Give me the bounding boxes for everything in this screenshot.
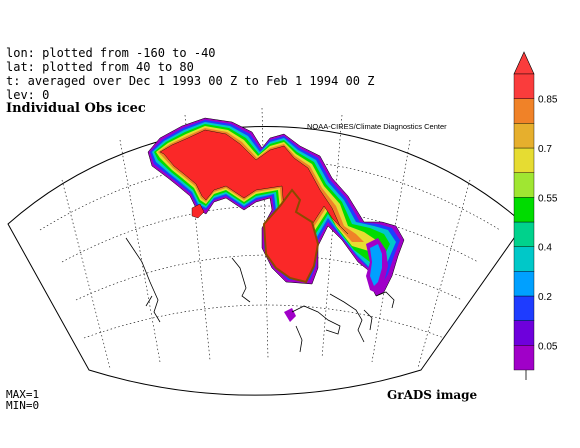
- colorbar-segment: [513, 345, 535, 371]
- colorbar-segment: [513, 73, 535, 99]
- credit-text: NOAA-CIRES/Climate Diagnostics Center: [307, 122, 447, 131]
- header-lev: lev: 0: [6, 88, 50, 102]
- header-time: t: averaged over Dec 1 1993 00 Z to Feb …: [6, 74, 375, 88]
- plot-title: Individual Obs icec: [6, 101, 146, 116]
- colorbar-segment: [513, 172, 535, 198]
- ice-contours: [147, 117, 405, 322]
- min-label: MIN=0: [6, 399, 40, 412]
- colorbar-label: 0.7: [538, 144, 552, 155]
- colorbar-segments: [513, 73, 535, 371]
- map-frame: [7, 126, 525, 396]
- colorbar-segment: [513, 98, 535, 124]
- ice-basin: [262, 188, 320, 284]
- colorbar-segment: [513, 221, 535, 247]
- colorbar-segment: [513, 197, 535, 223]
- colorbar: 0.05 0.2 0.4 0.55 0.7 0.85: [513, 51, 558, 380]
- ice-patch-east-inner: [370, 244, 382, 286]
- colorbar-segment: [513, 123, 535, 149]
- colorbar-segment: [513, 147, 535, 173]
- colorbar-labels: 0.05 0.2 0.4 0.55 0.7 0.85: [538, 95, 558, 353]
- colorbar-label: 0.2: [538, 292, 552, 303]
- colorbar-top-arrow: [513, 51, 535, 75]
- colorbar-segment: [513, 271, 535, 297]
- grads-label: GrADS image: [387, 388, 478, 402]
- colorbar-label: 0.85: [538, 95, 558, 106]
- ice-patch-lake: [284, 308, 296, 322]
- colorbar-label: 0.05: [538, 341, 558, 352]
- colorbar-segment: [513, 320, 535, 346]
- colorbar-label: 0.55: [538, 193, 558, 204]
- ice-patch-small: [191, 203, 205, 219]
- header-lat: lat: plotted from 40 to 80: [6, 60, 194, 74]
- colorbar-segment: [513, 246, 535, 272]
- colorbar-segment: [513, 295, 535, 321]
- max-label: MAX=1: [6, 388, 40, 401]
- coastlines: [125, 237, 395, 353]
- colorbar-label: 0.4: [538, 243, 552, 254]
- header-lon: lon: plotted from -160 to -40: [6, 46, 216, 60]
